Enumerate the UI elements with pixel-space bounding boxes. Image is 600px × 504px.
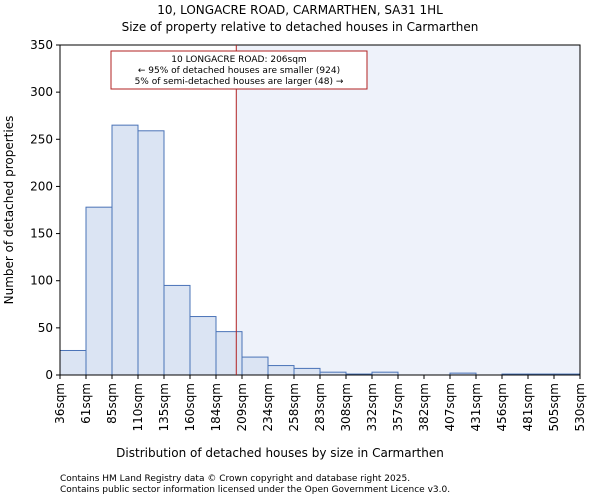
x-tick-label: 36sqm (53, 383, 67, 424)
y-tick-label: 300 (30, 85, 53, 99)
x-tick-label: 530sqm (573, 383, 587, 431)
x-tick-label: 431sqm (469, 383, 483, 431)
x-tick-label: 407sqm (443, 383, 457, 431)
y-axis-label: Number of detached properties (2, 116, 16, 305)
x-tick-label: 332sqm (365, 383, 379, 431)
x-tick-label: 234sqm (261, 383, 275, 431)
histogram-bar (111, 124, 139, 376)
plot-frame (59, 44, 581, 376)
histogram-bar (85, 206, 113, 376)
chart-subtitle: Size of property relative to detached ho… (122, 20, 479, 34)
y-tick-label: 150 (30, 227, 53, 241)
histogram-bar (293, 367, 321, 376)
x-tick-label: 481sqm (521, 383, 535, 431)
histogram-bar (189, 316, 217, 376)
y-tick-label: 100 (30, 274, 53, 288)
x-tick-label: 85sqm (105, 383, 119, 424)
larger-region-highlight (236, 45, 580, 375)
x-axis: 36sqm 61sqm 85sqm 110sqm 135sqm 160sqm 184sqm 2… (53, 375, 587, 431)
x-tick-label: 184sqm (209, 383, 223, 431)
x-tick-label: 357sqm (391, 383, 405, 431)
histogram-bar (215, 331, 243, 376)
bars-group (59, 124, 581, 376)
y-axis: 0 50 100 150 200 250 300 350 (30, 38, 60, 382)
annotation-box (110, 50, 368, 90)
x-tick-label: 258sqm (287, 383, 301, 431)
annotation-line1: 10 LONGACRE ROAD: 206sqm (171, 55, 306, 65)
x-tick-label: 209sqm (235, 383, 249, 431)
y-tick-label: 50 (38, 321, 53, 335)
histogram-bar (59, 349, 87, 376)
y-tick-label: 0 (45, 368, 53, 382)
x-tick-label: 505sqm (547, 383, 561, 431)
x-tick-label: 456sqm (495, 383, 509, 431)
histogram-bar (163, 284, 191, 376)
x-tick-label: 61sqm (79, 383, 93, 424)
histogram-bar (137, 130, 165, 376)
x-tick-label: 135sqm (157, 383, 171, 431)
x-tick-label: 382sqm (417, 383, 431, 431)
x-tick-label: 160sqm (183, 383, 197, 431)
chart-title: 10, LONGACRE ROAD, CARMARTHEN, SA31 1HL (157, 3, 443, 17)
y-tick-label: 350 (30, 38, 53, 52)
y-tick-label: 250 (30, 132, 53, 146)
x-tick-label: 308sqm (339, 383, 353, 431)
annotation-line2: ← 95% of detached houses are smaller (92… (138, 66, 340, 76)
x-axis-label: Distribution of detached houses by size … (116, 446, 444, 460)
y-tick-label: 200 (30, 179, 53, 193)
x-tick-label: 283sqm (313, 383, 327, 431)
x-tick-label: 110sqm (131, 383, 145, 431)
histogram-bar (267, 365, 295, 376)
footer-line2: Contains public sector information licen… (60, 485, 450, 495)
histogram-bar (241, 356, 269, 376)
annotation-line3: 5% of semi-detached houses are larger (4… (135, 77, 344, 87)
footer-line1: Contains HM Land Registry data © Crown c… (60, 474, 410, 484)
